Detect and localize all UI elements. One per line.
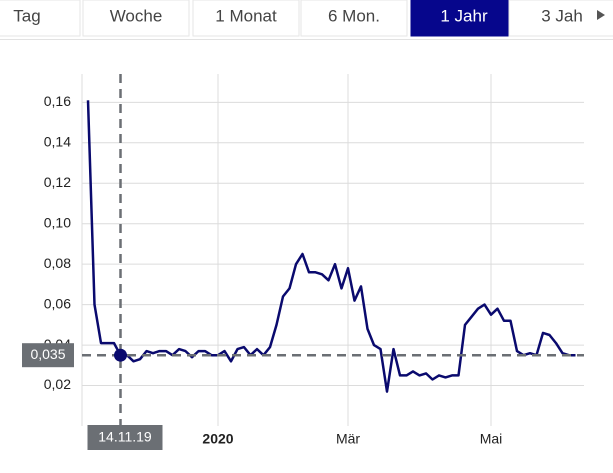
- tab[interactable]: [192, 0, 300, 37]
- tab-label[interactable]: 1 Monat: [215, 6, 277, 25]
- y-tick-label: 0,10: [44, 214, 71, 230]
- tab-label[interactable]: 3 Jah: [541, 6, 583, 25]
- tab-label[interactable]: Woche: [110, 6, 163, 25]
- x-tick-label: Mär: [336, 431, 360, 447]
- tab[interactable]: [508, 0, 613, 37]
- y-tick-label: 0,06: [44, 295, 71, 311]
- tab-scroll-arrow[interactable]: [597, 10, 605, 20]
- crosshair-x-label: 14.11.19: [98, 429, 152, 445]
- y-tick-label: 0,16: [44, 93, 71, 109]
- price-line: [86, 100, 576, 393]
- crosshair-y-box: [22, 343, 74, 368]
- tab[interactable]: [0, 0, 81, 37]
- tab[interactable]: [300, 0, 408, 37]
- y-tick-label: 0,12: [44, 174, 71, 190]
- x-tick-label: Mai: [480, 431, 503, 447]
- y-tick-label: 0,08: [44, 255, 71, 271]
- crosshair-point: [114, 348, 127, 362]
- tab-label[interactable]: Tag: [13, 6, 40, 25]
- y-tick-label: 0,14: [44, 133, 71, 149]
- crosshair-x-box: [87, 425, 163, 450]
- tab[interactable]: [82, 0, 190, 37]
- x-tick-label: 2020: [202, 431, 233, 447]
- crosshair-y-label: 0,035: [30, 346, 65, 362]
- y-tick-label: 0,02: [44, 376, 71, 392]
- tab-label[interactable]: 1 Jahr: [440, 6, 488, 25]
- tab-label[interactable]: 6 Mon.: [328, 6, 380, 25]
